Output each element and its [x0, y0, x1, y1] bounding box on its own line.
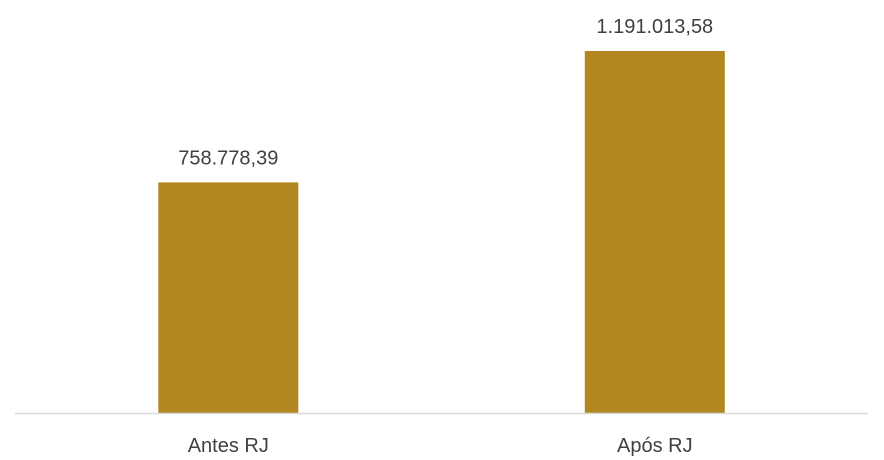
value-label-0: 758.778,39: [178, 147, 278, 169]
value-label-1: 1.191.013,58: [596, 16, 713, 38]
category-label-0: Antes RJ: [188, 435, 269, 457]
category-labels-group: Antes RJ Após RJ: [188, 435, 693, 457]
category-label-1: Após RJ: [617, 435, 693, 457]
bar-0: [158, 182, 299, 413]
bar-1: [584, 51, 725, 413]
bars-group: [158, 51, 725, 413]
value-labels-group: 758.778,39 1.191.013,58: [178, 16, 713, 169]
